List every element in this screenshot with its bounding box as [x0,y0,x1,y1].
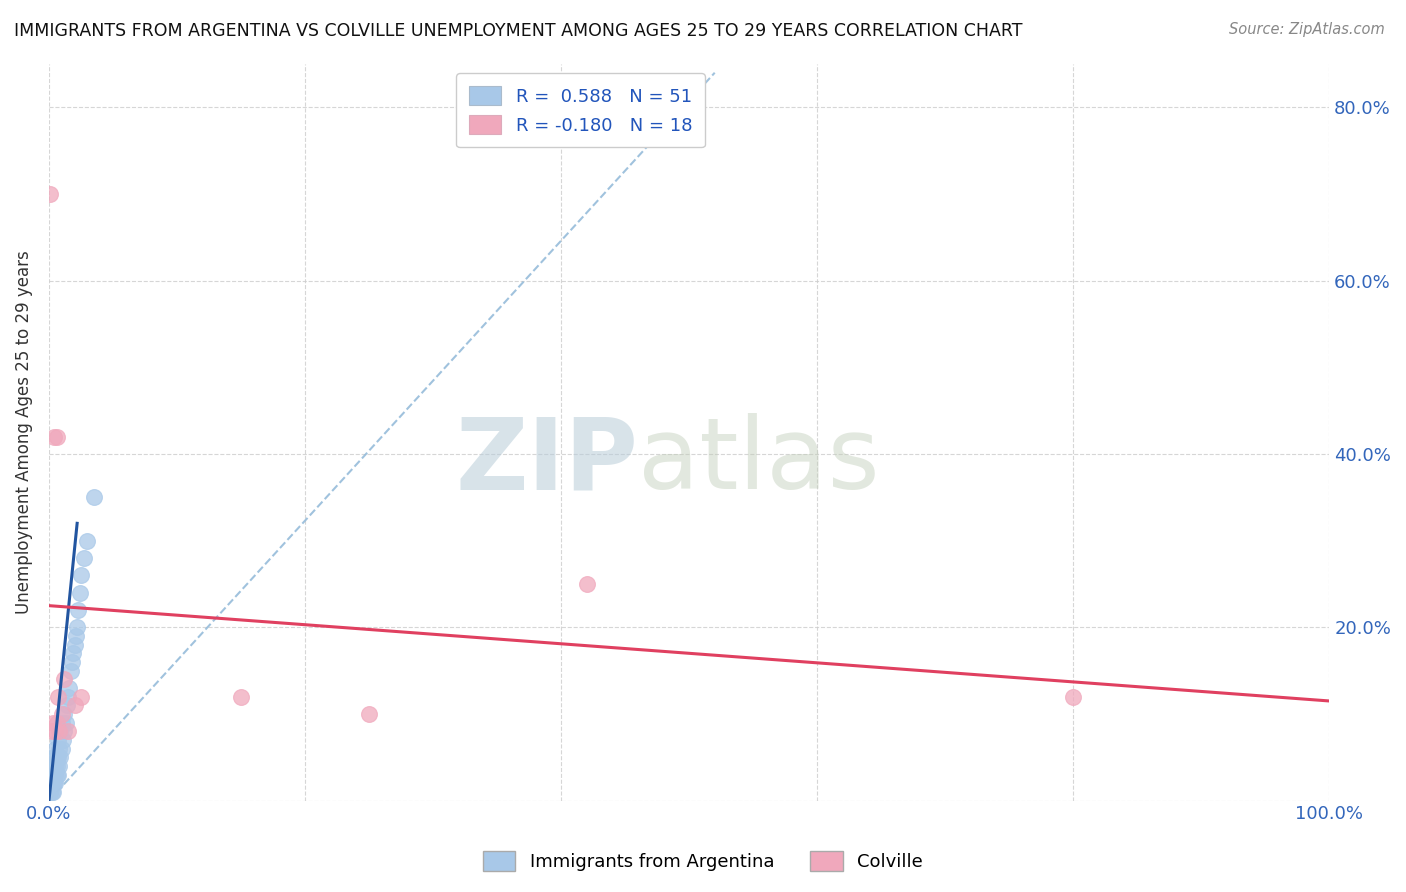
Point [42,430,65,444]
Point [46,767,69,781]
Legend: R =  0.588   N = 51, R = -0.180   N = 18: R = 0.588 N = 51, R = -0.180 N = 18 [456,73,704,147]
Point [42,759,65,773]
Point [42,767,65,781]
Point [45,430,67,444]
Point [60,655,83,669]
Point [56,698,79,713]
Point [41,724,63,739]
Point [44,767,66,781]
Point [42,750,65,764]
Point [63,638,86,652]
Point [49,750,72,764]
Legend: Immigrants from Argentina, Colville: Immigrants from Argentina, Colville [475,844,931,879]
Point [53,724,76,739]
Point [42,776,65,790]
Point [56,724,79,739]
Point [45,759,67,773]
Point [1062,690,1084,704]
Point [51,706,73,721]
Point [65,629,87,643]
Text: ZIP: ZIP [456,413,638,510]
Point [41,767,63,781]
Point [70,568,93,582]
Point [70,690,93,704]
Point [53,673,76,687]
Point [45,715,67,730]
Point [76,533,98,548]
Point [44,741,66,756]
Point [41,776,63,790]
Point [42,767,65,781]
Point [48,759,70,773]
Y-axis label: Unemployment Among Ages 25 to 29 years: Unemployment Among Ages 25 to 29 years [15,251,32,615]
Point [48,724,70,739]
Point [48,741,70,756]
Point [41,776,63,790]
Point [44,776,66,790]
Point [42,785,65,799]
Point [69,585,91,599]
Point [39,776,62,790]
Point [39,187,62,202]
Point [56,690,79,704]
Point [52,733,75,747]
Point [49,724,72,739]
Point [42,715,65,730]
Point [63,698,86,713]
Text: atlas: atlas [638,413,880,510]
Text: IMMIGRANTS FROM ARGENTINA VS COLVILLE UNEMPLOYMENT AMONG AGES 25 TO 29 YEARS COR: IMMIGRANTS FROM ARGENTINA VS COLVILLE UN… [14,22,1022,40]
Point [58,681,80,695]
Point [44,759,66,773]
Point [45,767,67,781]
Point [41,759,63,773]
Point [575,577,598,591]
Point [67,603,90,617]
Point [51,715,73,730]
Point [39,767,62,781]
Point [357,706,380,721]
Point [83,491,105,505]
Point [59,664,82,678]
Text: Source: ZipAtlas.com: Source: ZipAtlas.com [1229,22,1385,37]
Point [42,776,65,790]
Point [72,551,94,566]
Point [66,620,89,634]
Point [39,785,62,799]
Point [39,785,62,799]
Point [46,750,69,764]
Point [229,690,252,704]
Point [55,715,77,730]
Point [51,741,73,756]
Point [41,785,63,799]
Point [62,646,84,660]
Point [46,690,69,704]
Point [45,750,67,764]
Point [44,724,66,739]
Point [46,733,69,747]
Point [53,706,76,721]
